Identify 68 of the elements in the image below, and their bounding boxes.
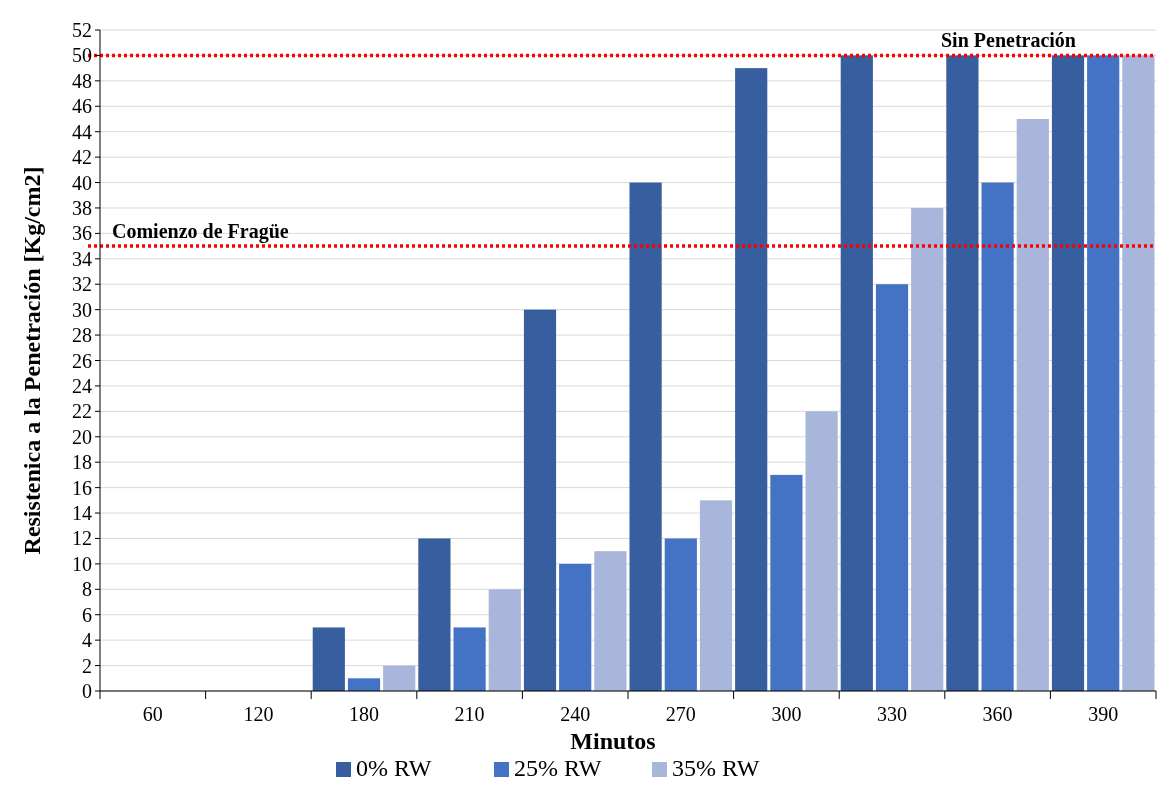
- x-tick-label: 180: [349, 703, 379, 725]
- y-tick-label: 50: [72, 44, 92, 67]
- y-tick-label: 34: [72, 247, 92, 270]
- y-tick-label: 36: [72, 222, 92, 245]
- bar: [383, 665, 416, 691]
- x-axis-title: Minutos: [570, 728, 656, 754]
- bar: [664, 538, 697, 691]
- legend-label: 0% RW: [356, 755, 432, 781]
- bar: [946, 55, 979, 691]
- y-tick-label: 2: [82, 654, 92, 677]
- y-axis-title: Resistenica a la Penetración [Kg/cm2]: [19, 166, 45, 555]
- ref-line-label: Comienzo de Fragüe: [112, 220, 289, 244]
- bar: [981, 182, 1014, 691]
- bar: [453, 627, 486, 691]
- bar: [699, 500, 733, 691]
- x-tick-label: 60: [142, 703, 163, 725]
- x-tick-label: 120: [243, 703, 274, 725]
- y-tick-label: 6: [82, 603, 92, 626]
- legend-label: 35% RW: [672, 755, 760, 781]
- y-tick-label: 20: [72, 425, 92, 448]
- bar: [1051, 55, 1085, 691]
- legend-label: 25% RW: [514, 755, 602, 781]
- y-tick-label: 32: [72, 273, 92, 296]
- x-tick-label: 270: [665, 703, 696, 725]
- bar: [559, 563, 592, 691]
- y-tick-label: 14: [72, 502, 92, 525]
- x-tick-label: 330: [877, 703, 907, 725]
- bar: [418, 538, 451, 691]
- bar: [770, 474, 803, 691]
- y-tick-label: 38: [72, 196, 92, 219]
- y-tick-label: 42: [72, 146, 92, 169]
- bar: [875, 284, 909, 691]
- x-tick-label: 210: [454, 703, 485, 725]
- bar: [735, 68, 768, 691]
- y-tick-label: 44: [72, 120, 92, 143]
- bar: [840, 55, 873, 691]
- bar: [523, 309, 557, 691]
- y-tick-label: 0: [82, 680, 92, 702]
- y-tick-label: 18: [72, 451, 92, 474]
- y-tick-label: 24: [72, 374, 92, 397]
- x-tick-label: 360: [982, 703, 1013, 725]
- bar: [805, 411, 838, 691]
- bar: [1087, 55, 1120, 691]
- y-tick-label: 40: [72, 171, 92, 194]
- bar: [629, 182, 662, 691]
- y-tick-label: 16: [72, 476, 92, 499]
- bar: [488, 589, 521, 691]
- y-tick-label: 12: [72, 527, 92, 550]
- y-tick-label: 26: [72, 349, 92, 372]
- y-tick-label: 52: [72, 19, 92, 41]
- bar: [911, 207, 944, 691]
- y-tick-label: 4: [82, 629, 92, 652]
- x-tick-label: 300: [771, 703, 802, 725]
- y-tick-label: 30: [72, 298, 92, 321]
- bar: [312, 627, 345, 691]
- y-tick-label: 46: [72, 95, 92, 118]
- bar: [347, 678, 381, 691]
- y-tick-label: 10: [72, 552, 92, 575]
- bar: [1122, 55, 1155, 691]
- y-tick-label: 8: [82, 578, 92, 601]
- bar: [1016, 118, 1049, 691]
- x-tick-label: 240: [560, 703, 591, 725]
- x-tick-label: 390: [1088, 703, 1119, 725]
- y-tick-label: 28: [72, 324, 92, 347]
- bar: [594, 551, 627, 691]
- ref-line-label: Sin Penetración: [941, 29, 1076, 52]
- y-tick-label: 22: [72, 400, 92, 423]
- y-tick-label: 48: [72, 69, 92, 92]
